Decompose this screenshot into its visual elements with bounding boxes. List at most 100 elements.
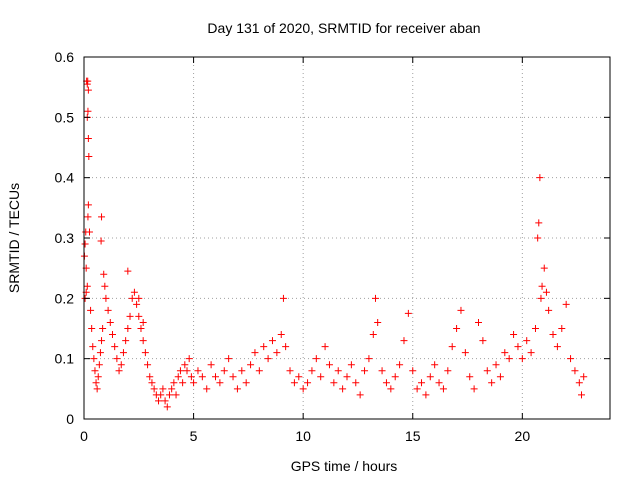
data-point bbox=[538, 282, 546, 290]
data-point bbox=[457, 306, 465, 314]
data-point bbox=[553, 343, 561, 351]
data-point bbox=[540, 264, 548, 272]
data-point bbox=[282, 343, 290, 351]
data-point bbox=[81, 240, 89, 248]
data-point bbox=[496, 373, 504, 381]
data-point bbox=[510, 331, 518, 339]
data-point bbox=[163, 403, 171, 411]
data-point bbox=[374, 318, 382, 326]
data-point bbox=[470, 385, 478, 393]
data-point bbox=[172, 391, 180, 399]
data-point bbox=[100, 270, 108, 278]
data-point bbox=[225, 355, 233, 363]
data-point bbox=[518, 355, 526, 363]
data-point bbox=[286, 367, 294, 375]
data-point bbox=[135, 294, 143, 302]
data-point bbox=[176, 367, 184, 375]
data-point bbox=[479, 337, 487, 345]
y-tick-label: 0.3 bbox=[55, 230, 75, 246]
data-point bbox=[400, 337, 408, 345]
data-point bbox=[83, 282, 91, 290]
data-point bbox=[387, 385, 395, 393]
data-point bbox=[534, 234, 542, 242]
data-point bbox=[339, 385, 347, 393]
chart-title: Day 131 of 2020, SRMTID for receiver aba… bbox=[207, 20, 480, 36]
data-point bbox=[251, 349, 259, 357]
data-point bbox=[102, 294, 110, 302]
data-point bbox=[126, 312, 134, 320]
data-point bbox=[325, 361, 333, 369]
data-point bbox=[174, 373, 182, 381]
data-point bbox=[106, 318, 114, 326]
data-point bbox=[157, 391, 165, 399]
data-point bbox=[98, 213, 106, 221]
data-point bbox=[144, 361, 152, 369]
data-point bbox=[567, 355, 575, 363]
data-point bbox=[575, 379, 583, 387]
plot-frame bbox=[83, 56, 611, 420]
data-point bbox=[115, 367, 123, 375]
data-point bbox=[334, 367, 342, 375]
data-point bbox=[97, 237, 105, 245]
y-tick-label: 0.2 bbox=[55, 290, 75, 306]
data-point bbox=[179, 379, 187, 387]
data-point bbox=[317, 373, 325, 381]
data-point bbox=[549, 331, 557, 339]
data-point bbox=[501, 349, 509, 357]
data-point bbox=[378, 367, 386, 375]
data-point bbox=[531, 325, 539, 332]
data-point bbox=[361, 367, 369, 375]
data-point bbox=[537, 294, 545, 302]
data-point bbox=[133, 300, 141, 308]
data-point bbox=[391, 373, 399, 381]
data-point bbox=[139, 337, 147, 345]
data-point bbox=[90, 355, 98, 363]
data-point bbox=[242, 379, 250, 387]
data-point bbox=[99, 325, 107, 332]
data-point bbox=[111, 343, 119, 351]
data-point bbox=[562, 300, 570, 308]
data-point bbox=[229, 373, 237, 381]
y-tick-label: 0.6 bbox=[55, 49, 75, 65]
data-point bbox=[321, 343, 329, 351]
data-point bbox=[260, 343, 268, 351]
x-tick-label: 20 bbox=[515, 428, 531, 444]
data-point bbox=[183, 367, 191, 375]
data-point bbox=[514, 343, 522, 351]
data-point bbox=[444, 367, 452, 375]
data-point bbox=[108, 331, 116, 339]
data-point bbox=[128, 294, 136, 302]
data-point bbox=[279, 294, 287, 302]
y-tick-label: 0.4 bbox=[55, 170, 75, 186]
data-point bbox=[247, 361, 255, 369]
data-point bbox=[101, 282, 109, 290]
data-point bbox=[536, 174, 544, 182]
data-point bbox=[483, 367, 491, 375]
data-point bbox=[475, 318, 482, 326]
data-point bbox=[273, 349, 281, 357]
data-point bbox=[124, 325, 132, 332]
data-point bbox=[212, 373, 219, 381]
data-point bbox=[308, 367, 316, 375]
data-point bbox=[150, 385, 158, 393]
data-point bbox=[396, 361, 404, 369]
data-point bbox=[523, 337, 531, 345]
data-point bbox=[95, 361, 103, 369]
data-point bbox=[159, 385, 167, 393]
data-point bbox=[92, 379, 100, 387]
data-point bbox=[137, 325, 145, 332]
data-point bbox=[304, 379, 312, 387]
data-point bbox=[190, 379, 198, 387]
y-tick-label: 0.1 bbox=[55, 351, 75, 367]
data-point bbox=[238, 367, 246, 375]
data-point bbox=[488, 379, 496, 387]
data-point bbox=[84, 134, 92, 142]
data-point bbox=[545, 306, 553, 314]
data-point bbox=[466, 373, 474, 381]
data-point bbox=[426, 373, 434, 381]
data-point bbox=[558, 325, 566, 332]
x-tick-label: 15 bbox=[405, 428, 421, 444]
data-point bbox=[146, 373, 154, 381]
data-point bbox=[168, 385, 176, 393]
